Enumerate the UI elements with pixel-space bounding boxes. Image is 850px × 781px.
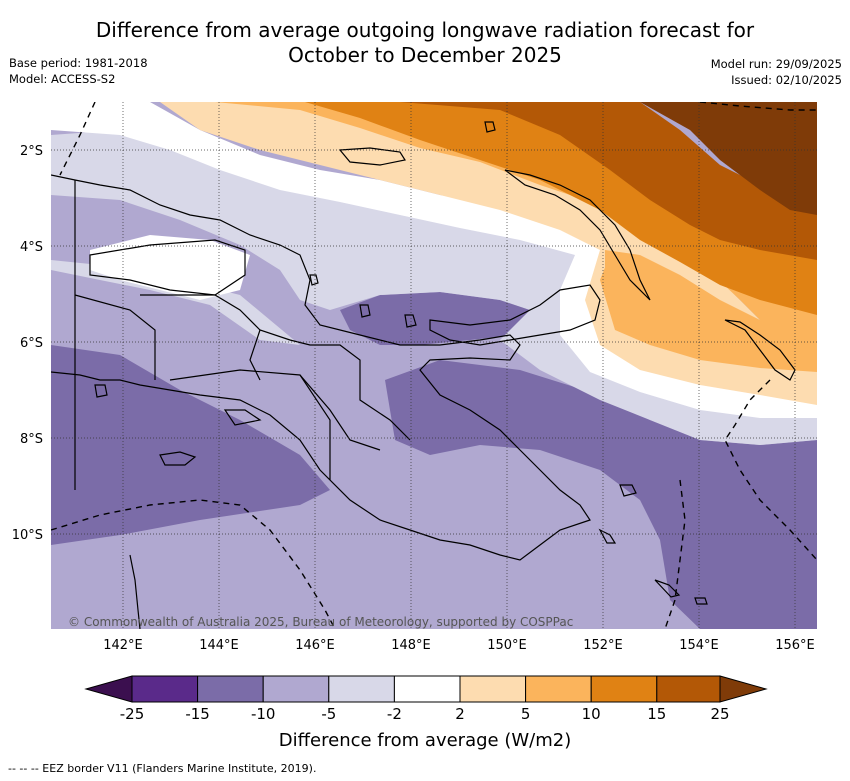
colorbar-swatch-9	[656, 675, 721, 703]
colorbar-tick-25: 25	[710, 705, 730, 723]
anomaly-field	[51, 102, 817, 629]
latitude-labels: 2°S 4°S 6°S 8°S 10°S	[12, 144, 43, 543]
graticule	[51, 102, 817, 629]
longitude-labels: 142°E 144°E 146°E 148°E 150°E 152°E 154°…	[103, 638, 815, 653]
lon-label-156e: 156°E	[775, 638, 815, 653]
colorbar-swatch-8	[590, 675, 658, 703]
colorbar-swatch-6	[459, 675, 527, 703]
colorbar-tick-minus10: -10	[250, 705, 276, 723]
title-line-1: Difference from average outgoing longwav…	[95, 18, 755, 42]
band-plus15-plus25	[400, 102, 817, 260]
coastlines	[51, 121, 796, 629]
lon-label-150e: 150°E	[487, 638, 527, 653]
model-name: Model: ACCESS-S2	[9, 72, 116, 86]
band-plus10-plus15	[305, 102, 817, 315]
lat-label-10s: 10°S	[12, 528, 43, 543]
title-line-2: October to December 2025	[288, 43, 562, 67]
band-over25	[640, 102, 817, 215]
colorbar-swatch-1	[131, 675, 199, 703]
lon-label-146e: 146°E	[295, 638, 335, 653]
colorbar-tick-minus5: -5	[321, 705, 337, 723]
colorbar-swatch-5	[393, 675, 461, 703]
colorbar-tick-10: 10	[581, 705, 601, 723]
band-minus5-minus2-west	[51, 260, 300, 345]
colorbar-swatch-2	[197, 675, 264, 703]
copyright-notice: © Commonwealth of Australia 2025, Bureau…	[68, 615, 573, 629]
colorbar-tick-5: 5	[520, 705, 531, 723]
colorbar-tick-minus15: -15	[185, 705, 210, 723]
lon-label-154e: 154°E	[679, 638, 719, 653]
colorbar-tick-minus25: -25	[119, 705, 145, 723]
colorbar-swatch-7	[525, 675, 592, 703]
band-minus15-minus10-east	[385, 360, 817, 629]
band-minus2-plus2-west	[90, 235, 250, 300]
meta-right: Model run: 29/09/2025 Issued: 02/10/2025	[711, 56, 842, 88]
colorbar-tick-2: 2	[455, 705, 465, 723]
lat-label-8s: 8°S	[20, 432, 43, 447]
model-run: Model run: 29/09/2025	[710, 57, 842, 71]
issued-date: Issued: 02/10/2025	[731, 73, 842, 87]
band-plus5-plus10-east	[605, 250, 817, 370]
colorbar-title: Difference from average (W/m2)	[278, 730, 572, 751]
eez-legend-note: -- -- -- EEZ border V11 (Flanders Marine…	[8, 762, 317, 775]
lat-label-4s: 4°S	[20, 240, 43, 255]
lon-label-142e: 142°E	[103, 638, 143, 653]
colorbar-over-triangle	[719, 675, 768, 703]
lat-label-2s: 2°S	[20, 144, 43, 159]
lon-label-152e: 152°E	[583, 638, 623, 653]
colorbar-under-triangle	[84, 675, 133, 703]
colorbar-swatch-4	[328, 675, 395, 703]
chart-title: Difference from average outgoing longwav…	[0, 18, 850, 68]
colorbar-swatch-3	[262, 675, 330, 703]
lat-label-6s: 6°S	[20, 336, 43, 351]
lon-label-144e: 144°E	[199, 638, 239, 653]
colorbar-tick-15: 15	[647, 705, 667, 723]
eez-borders	[51, 102, 817, 629]
band-fill-lower	[51, 330, 817, 629]
lon-label-148e: 148°E	[391, 638, 431, 653]
band-minus15-minus10-centre	[340, 292, 530, 345]
colorbar	[84, 675, 768, 703]
colorbar-tick-minus2: -2	[386, 705, 402, 723]
meta-left: Base period: 1981-2018 Model: ACCESS-S2	[9, 55, 148, 87]
band-minus15-minus10-west	[51, 345, 330, 545]
base-period: Base period: 1981-2018	[9, 56, 148, 70]
